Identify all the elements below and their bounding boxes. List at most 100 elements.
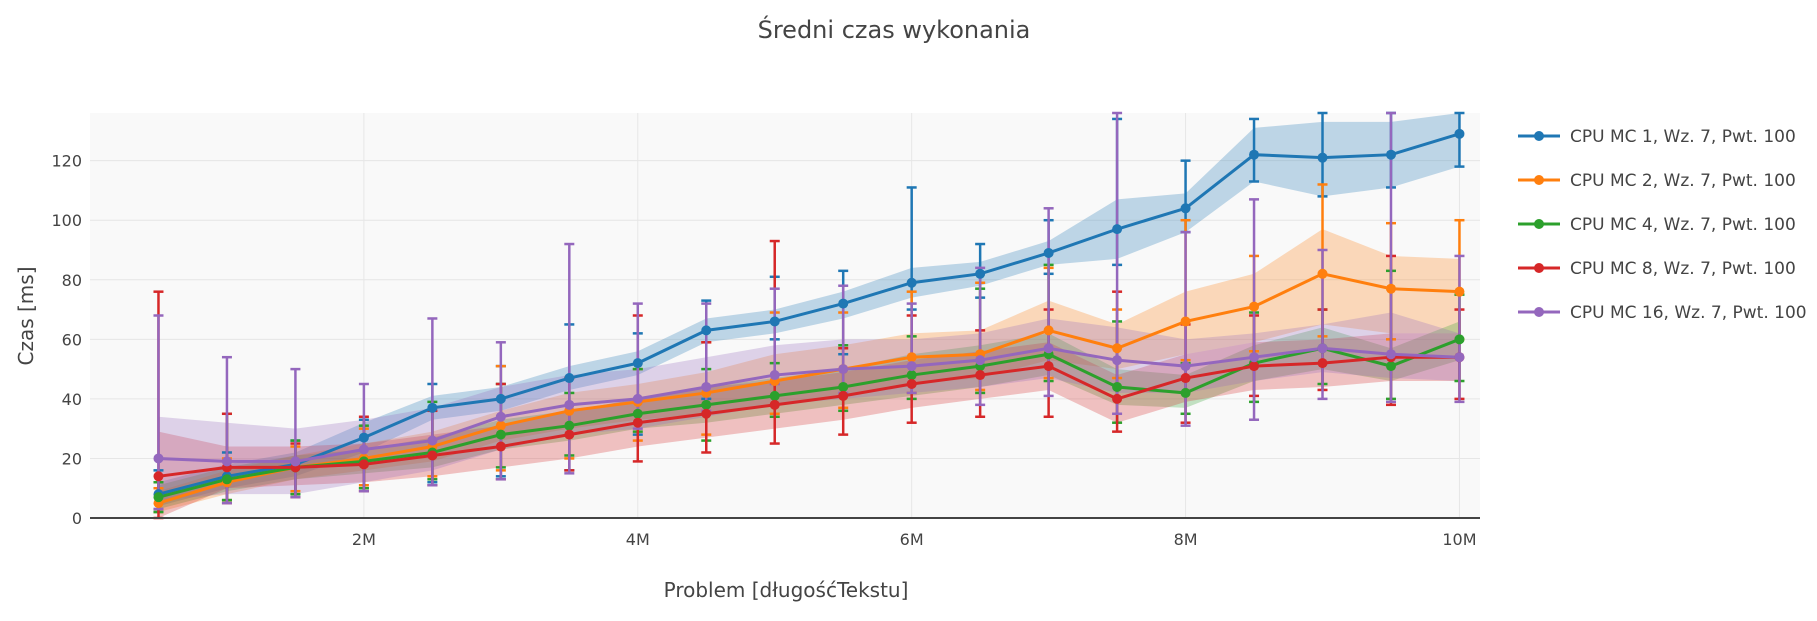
data-point[interactable] — [153, 492, 164, 503]
legend-item[interactable]: CPU MC 4, Wz. 7, Pwt. 100 — [1518, 215, 1796, 235]
data-point[interactable] — [495, 411, 506, 422]
x-tick-label: 8M — [1174, 530, 1198, 549]
data-point[interactable] — [975, 268, 986, 279]
data-point[interactable] — [1112, 343, 1123, 354]
y-tick-label: 40 — [62, 390, 82, 409]
data-point[interactable] — [906, 277, 917, 288]
data-point[interactable] — [975, 370, 986, 381]
data-point[interactable] — [1317, 343, 1328, 354]
data-point[interactable] — [1385, 283, 1396, 294]
data-point[interactable] — [564, 420, 575, 431]
data-point[interactable] — [290, 456, 301, 467]
data-point[interactable] — [1180, 361, 1191, 372]
data-point[interactable] — [701, 325, 712, 336]
data-point[interactable] — [701, 399, 712, 410]
data-point[interactable] — [427, 435, 438, 446]
data-point[interactable] — [495, 429, 506, 440]
data-point[interactable] — [838, 364, 849, 375]
legend-item[interactable]: CPU MC 16, Wz. 7, Pwt. 100 — [1518, 303, 1807, 323]
data-point[interactable] — [358, 432, 369, 443]
legend-label: CPU MC 4, Wz. 7, Pwt. 100 — [1570, 215, 1796, 235]
legend-item[interactable]: CPU MC 2, Wz. 7, Pwt. 100 — [1518, 171, 1796, 191]
data-point[interactable] — [1180, 316, 1191, 327]
data-point[interactable] — [1249, 149, 1260, 160]
data-point[interactable] — [358, 444, 369, 455]
data-point[interactable] — [1249, 361, 1260, 372]
data-point[interactable] — [838, 298, 849, 309]
data-point[interactable] — [495, 393, 506, 404]
data-point[interactable] — [1454, 128, 1465, 139]
data-point[interactable] — [1112, 393, 1123, 404]
data-point[interactable] — [769, 370, 780, 381]
series-lines — [158, 132, 1461, 505]
data-point[interactable] — [427, 402, 438, 413]
data-point[interactable] — [1180, 387, 1191, 398]
data-point[interactable] — [1385, 149, 1396, 160]
data-point[interactable] — [1385, 361, 1396, 372]
data-point[interactable] — [1112, 224, 1123, 235]
data-point[interactable] — [221, 474, 232, 485]
data-point[interactable] — [906, 378, 917, 389]
data-point[interactable] — [1249, 301, 1260, 312]
data-point[interactable] — [906, 370, 917, 381]
legend-item[interactable]: CPU MC 8, Wz. 7, Pwt. 100 — [1518, 259, 1796, 279]
error-bar — [1454, 254, 1465, 404]
series-line — [158, 132, 1460, 496]
data-point[interactable] — [1043, 325, 1054, 336]
y-tick-label: 100 — [51, 211, 82, 230]
data-point[interactable] — [701, 408, 712, 419]
data-point[interactable] — [1180, 373, 1191, 384]
data-point[interactable] — [632, 358, 643, 369]
data-point[interactable] — [1385, 349, 1396, 360]
data-point[interactable] — [906, 352, 917, 363]
data-point[interactable] — [1317, 268, 1328, 279]
data-point[interactable] — [221, 456, 232, 467]
legend[interactable]: CPU MC 1, Wz. 7, Pwt. 100 CPU MC 2, Wz. 7… — [1518, 127, 1807, 323]
data-point[interactable] — [153, 453, 164, 464]
x-axis-title: Problem [długośćTekstu] — [664, 578, 909, 602]
data-point[interactable] — [1043, 247, 1054, 258]
series-line — [158, 272, 1460, 505]
data-point[interactable] — [632, 417, 643, 428]
data-point[interactable] — [495, 420, 506, 431]
legend-marker — [1534, 307, 1544, 317]
data-point[interactable] — [564, 399, 575, 410]
data-point[interactable] — [1043, 343, 1054, 354]
data-point[interactable] — [906, 361, 917, 372]
chart-title: Średni czas wykonania — [758, 14, 1031, 44]
series-points — [153, 128, 1465, 509]
data-point[interactable] — [1317, 152, 1328, 163]
data-point[interactable] — [1043, 361, 1054, 372]
data-point[interactable] — [975, 355, 986, 366]
data-point[interactable] — [1112, 355, 1123, 366]
series-band — [158, 321, 1460, 510]
plot-area — [90, 113, 1480, 518]
data-point[interactable] — [495, 441, 506, 452]
data-point[interactable] — [838, 390, 849, 401]
data-point[interactable] — [153, 471, 164, 482]
data-point[interactable] — [1249, 352, 1260, 363]
legend-item[interactable]: CPU MC 1, Wz. 7, Pwt. 100 — [1518, 127, 1796, 147]
data-point[interactable] — [564, 373, 575, 384]
data-point[interactable] — [1180, 203, 1191, 214]
data-point[interactable] — [769, 316, 780, 327]
data-point[interactable] — [838, 381, 849, 392]
data-point[interactable] — [427, 450, 438, 461]
data-point[interactable] — [1112, 381, 1123, 392]
data-point[interactable] — [564, 429, 575, 440]
data-point[interactable] — [769, 399, 780, 410]
data-point[interactable] — [632, 393, 643, 404]
data-point[interactable] — [1317, 358, 1328, 369]
data-point[interactable] — [769, 390, 780, 401]
data-point[interactable] — [1454, 334, 1465, 345]
data-point[interactable] — [358, 459, 369, 470]
data-point[interactable] — [632, 408, 643, 419]
x-tick-label: 2M — [352, 530, 376, 549]
data-point[interactable] — [1454, 286, 1465, 297]
data-point[interactable] — [1454, 352, 1465, 363]
data-point[interactable] — [701, 381, 712, 392]
x-tick-label: 4M — [626, 530, 650, 549]
legend-label: CPU MC 8, Wz. 7, Pwt. 100 — [1570, 259, 1796, 279]
x-tick-label: 6M — [900, 530, 924, 549]
